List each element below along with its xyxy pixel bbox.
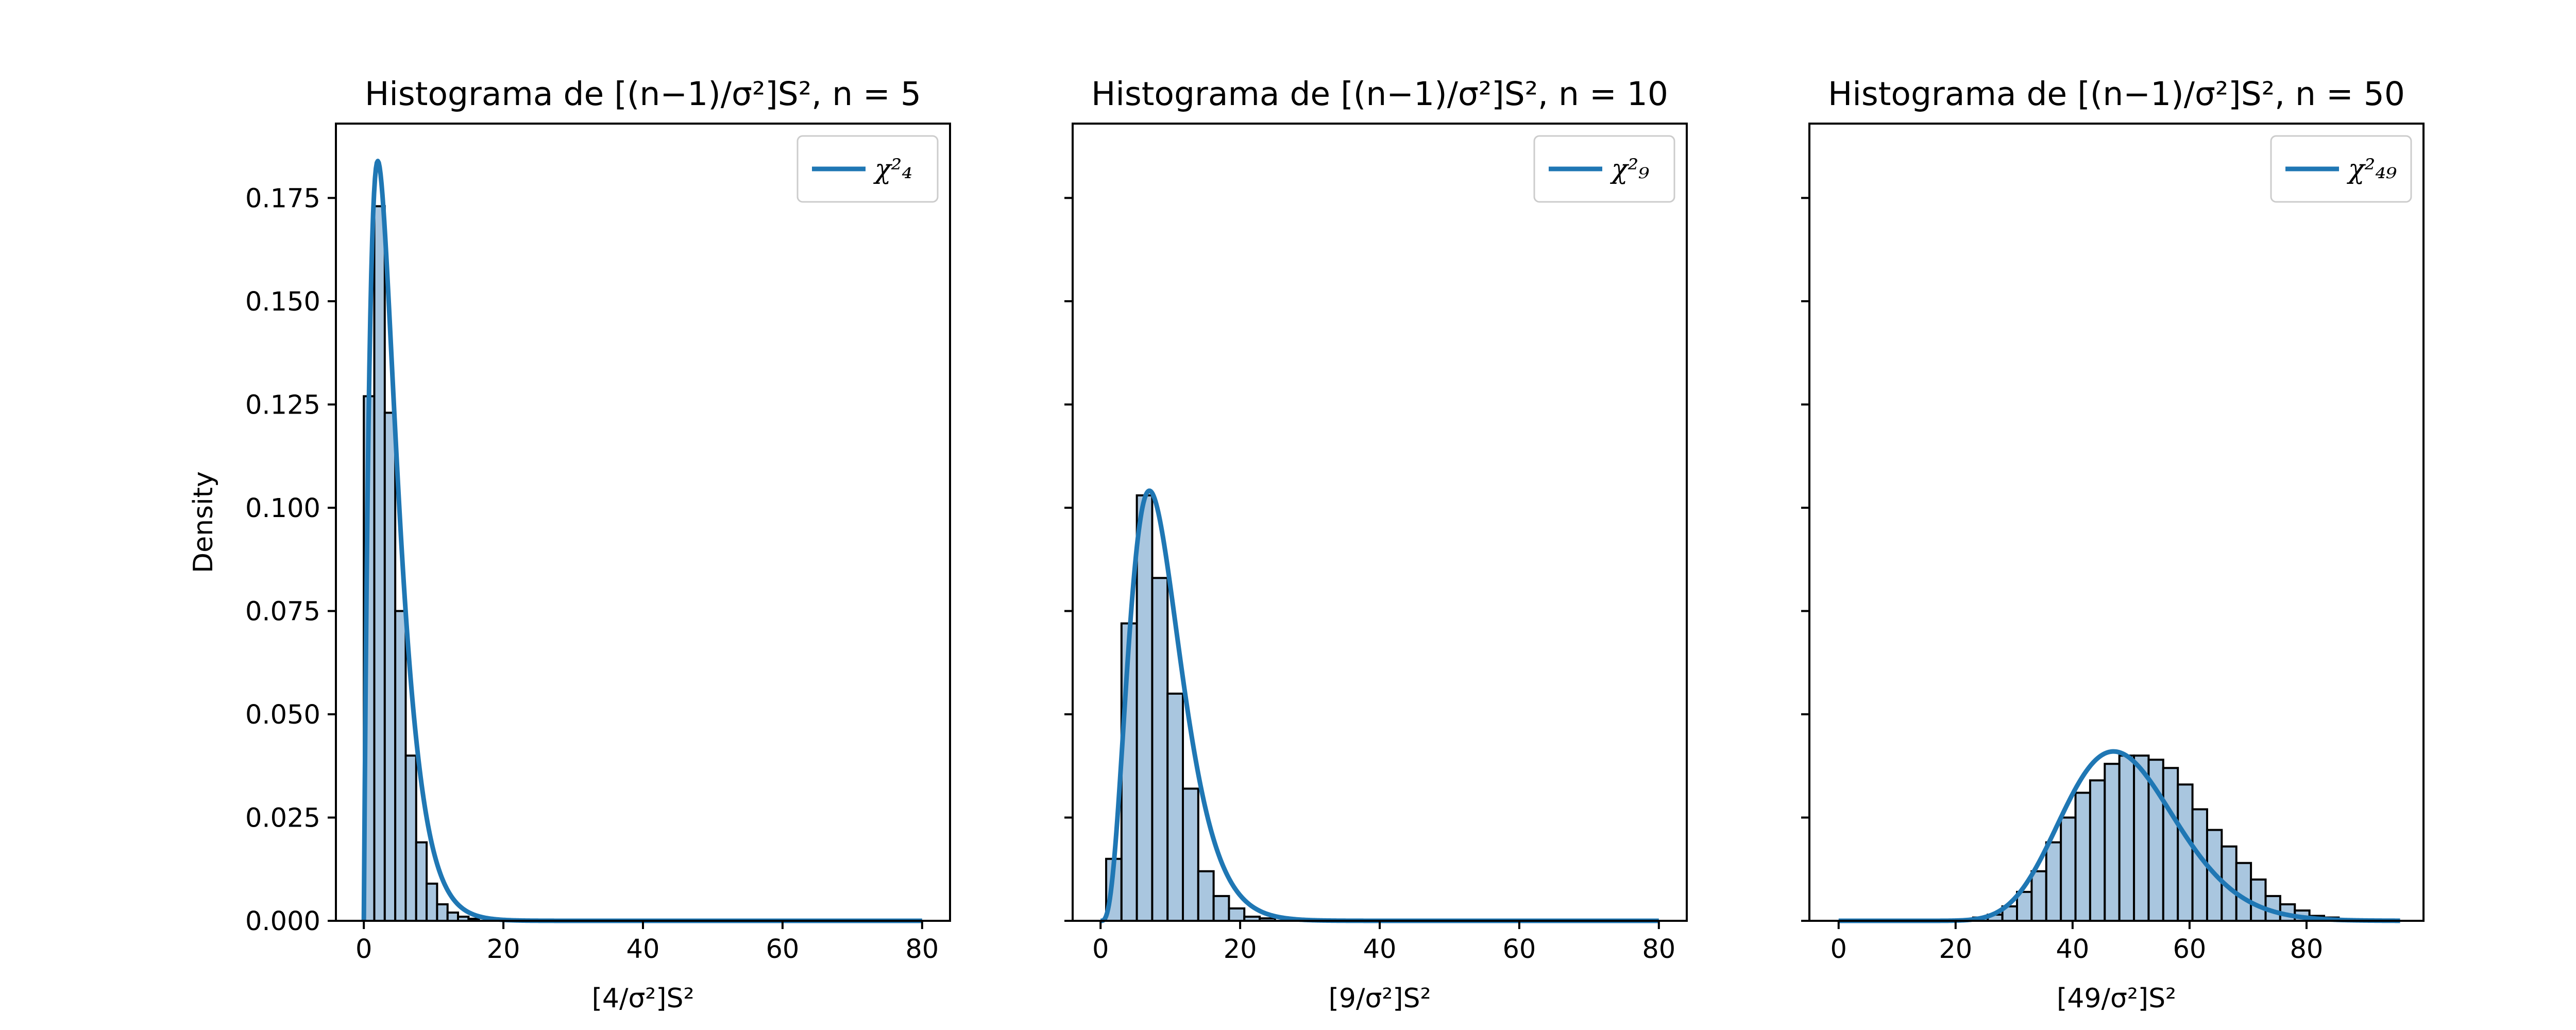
x-tick-label: 60 <box>1502 934 1536 965</box>
legend-box <box>2270 135 2412 203</box>
histogram-bar <box>2250 878 2267 922</box>
panel-title: Histograma de [(n−1)/σ²]S², n = 10 <box>1091 75 1668 113</box>
x-tick-label: 40 <box>626 934 660 965</box>
legend-label: χ²₉ <box>1609 154 1649 185</box>
legend-label: χ²₄₉ <box>2346 154 2397 185</box>
panel-2: 0 20 40 60 80 [9/σ²]S² Histograma de [(n−1)/σ²… <box>1064 75 1688 1014</box>
panel-title: Histograma de [(n−1)/σ²]S², n = 50 <box>1828 75 2405 113</box>
histogram-bar <box>1151 577 1169 922</box>
x-tick-label: 60 <box>2173 934 2206 965</box>
x-tick-label: 0 <box>355 934 372 965</box>
histogram-bar <box>2045 841 2062 922</box>
x-tick-label: 80 <box>1642 934 1675 965</box>
y-tick-label: 0.000 <box>245 906 320 937</box>
histogram-bar <box>1212 895 1230 922</box>
axes-frame <box>1808 123 2425 922</box>
histogram-bar <box>2089 779 2106 922</box>
histogram-bar <box>2162 767 2179 922</box>
panel-1: 0 20 40 60 80 0.000 0.025 0.050 0.075 0.100 0.125 0… <box>188 75 951 1014</box>
histogram-bar <box>2030 870 2047 922</box>
histogram-bar <box>2118 754 2136 922</box>
y-tick-label: 0.050 <box>245 700 320 730</box>
x-tick-label: 20 <box>1224 934 1257 965</box>
x-tick-label: 0 <box>1831 934 1847 965</box>
histogram-bar <box>1136 494 1154 922</box>
histogram-bar <box>2060 816 2077 922</box>
histogram-bar <box>394 610 407 922</box>
y-tick-label: 0.100 <box>245 493 320 524</box>
x-axis-title: [4/σ²]S² <box>592 983 694 1014</box>
histogram-bar <box>2177 783 2194 922</box>
histogram-bar <box>383 411 397 922</box>
y-tick-label: 0.025 <box>245 803 320 833</box>
histogram-bar <box>404 754 417 922</box>
legend-box <box>796 135 939 203</box>
panel-3: 0 20 40 60 80 [49/σ²]S² Histograma de [(n−1)/σ… <box>1801 75 2425 1014</box>
histogram-bar <box>1166 692 1184 922</box>
x-tick-label: 40 <box>2056 934 2089 965</box>
histogram-bar <box>1197 870 1215 922</box>
x-tick-label: 80 <box>905 934 939 965</box>
histogram-bar <box>1228 907 1246 922</box>
histogram-bar <box>426 882 438 922</box>
x-axis-title: [49/σ²]S² <box>2057 983 2176 1014</box>
legend-label: χ²₄ <box>873 154 912 185</box>
y-tick-label: 0.150 <box>245 287 320 317</box>
x-tick-label: 80 <box>2290 934 2323 965</box>
x-tick-label: 20 <box>1939 934 1972 965</box>
histogram-bar <box>1182 787 1199 922</box>
histogram-bar <box>2133 754 2150 922</box>
y-tick-label: 0.075 <box>245 596 320 627</box>
x-axis-title: [9/σ²]S² <box>1329 983 1431 1014</box>
legend-box <box>1533 135 1675 203</box>
x-tick-label: 60 <box>766 934 799 965</box>
panel-title: Histograma de [(n−1)/σ²]S², n = 5 <box>365 75 921 113</box>
histogram-bar <box>2235 862 2252 922</box>
y-tick-label: 0.175 <box>245 183 320 214</box>
x-tick-label: 0 <box>1092 934 1109 965</box>
histogram-bar <box>415 841 428 922</box>
histogram-bar <box>2074 792 2091 922</box>
y-axis-title: Density <box>188 471 219 573</box>
histogram-bar <box>373 205 386 922</box>
histogram-bar <box>446 911 460 922</box>
x-tick-label: 20 <box>487 934 520 965</box>
x-tick-label: 40 <box>1363 934 1397 965</box>
panels-layer: 0 20 40 60 80 0.000 0.025 0.050 0.075 0.100 0.125 0… <box>188 75 2425 1014</box>
histogram-bar <box>436 903 449 922</box>
y-tick-label: 0.125 <box>245 390 320 420</box>
histogram-bar <box>2104 763 2121 922</box>
